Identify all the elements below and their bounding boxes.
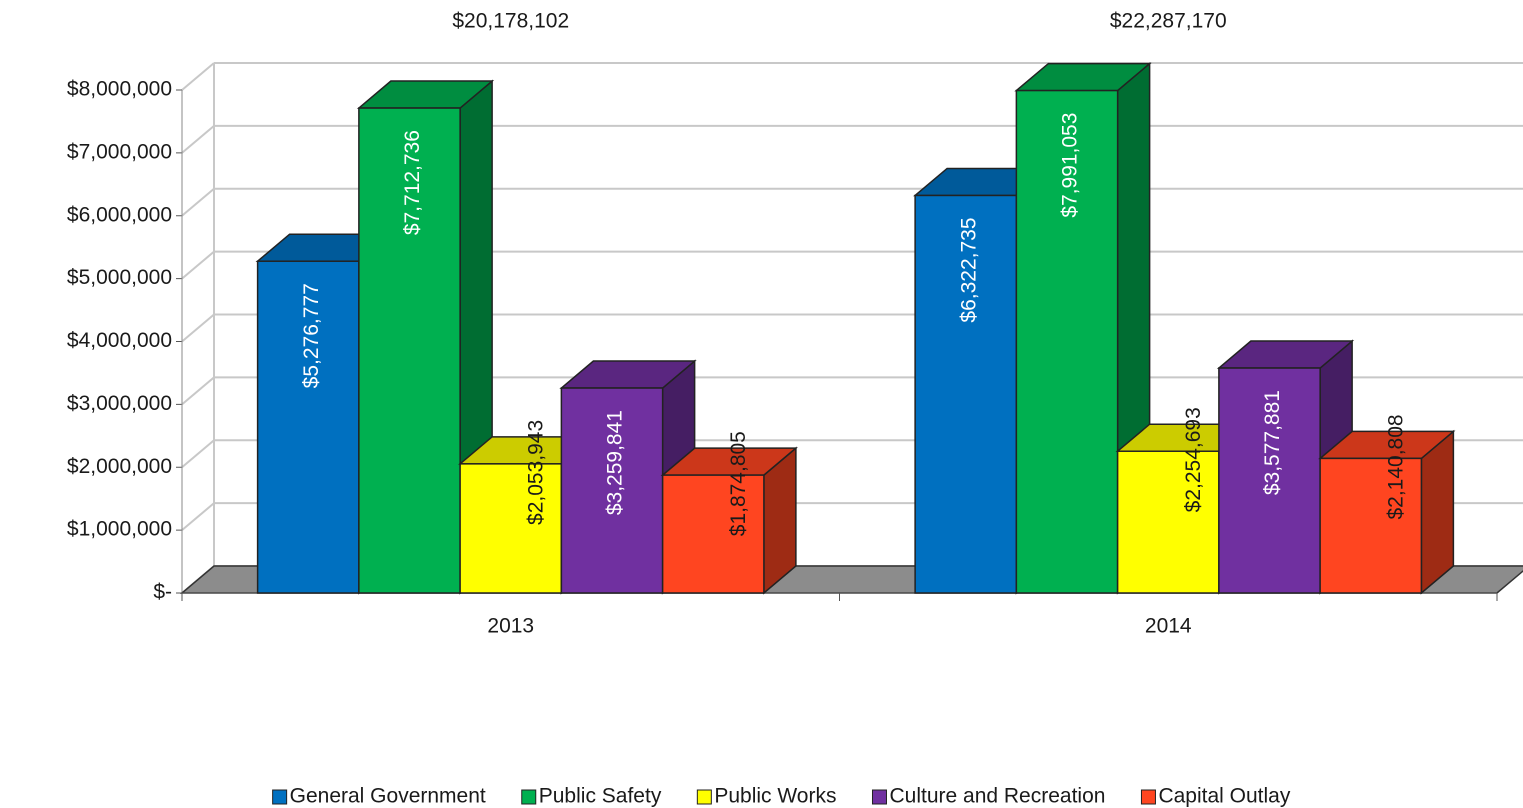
y-tick-label: $3,000,000 bbox=[67, 392, 172, 415]
value-label: $5,276,777 bbox=[300, 283, 323, 388]
bar bbox=[1318, 429, 1456, 595]
bar-front bbox=[1319, 457, 1423, 594]
side-grid-line bbox=[181, 125, 215, 154]
side-grid-line bbox=[181, 439, 215, 469]
y-tick-label: $5,000,000 bbox=[67, 266, 172, 289]
bar bbox=[660, 446, 798, 595]
legend-label: Public Safety bbox=[539, 785, 662, 808]
legend-swatch bbox=[272, 789, 288, 805]
side-grid-line bbox=[181, 187, 215, 217]
bar-front bbox=[661, 474, 765, 594]
legend-label: Public Works bbox=[714, 785, 836, 808]
legend-label: Capital Outlay bbox=[1158, 785, 1290, 808]
side-grid-line bbox=[181, 376, 215, 406]
y-tick-label: $- bbox=[153, 581, 172, 604]
y-tick-label: $4,000,000 bbox=[67, 329, 172, 352]
y-tick-label: $2,000,000 bbox=[67, 455, 172, 478]
value-label: $1,874,805 bbox=[727, 431, 750, 536]
value-label: $2,140,808 bbox=[1384, 414, 1407, 519]
bar-front bbox=[914, 194, 1018, 594]
legend-label: General Government bbox=[290, 785, 486, 808]
bar-front bbox=[560, 387, 664, 594]
value-label: $7,712,736 bbox=[401, 130, 424, 235]
value-label: $7,991,053 bbox=[1059, 113, 1082, 218]
legend-swatch bbox=[1140, 789, 1156, 805]
y-tick-label: $8,000,000 bbox=[67, 78, 172, 101]
bar-front bbox=[1218, 367, 1321, 594]
total-label: $22,287,170 bbox=[1110, 10, 1227, 33]
side-grid-line bbox=[181, 502, 215, 531]
x-tick-label: 2013 bbox=[487, 615, 534, 638]
bar-front bbox=[1015, 89, 1119, 594]
bar-front bbox=[256, 260, 360, 594]
value-label: $2,053,943 bbox=[524, 420, 547, 525]
value-label: $3,577,881 bbox=[1261, 390, 1284, 495]
legend-swatch bbox=[696, 789, 712, 805]
bar-front bbox=[358, 107, 461, 594]
bar-front bbox=[1116, 450, 1220, 594]
bar-side bbox=[1420, 429, 1455, 595]
legend-label: Culture and Recreation bbox=[889, 785, 1105, 808]
value-label: $3,259,841 bbox=[604, 410, 627, 515]
legend-swatch bbox=[521, 789, 537, 805]
bar-front bbox=[459, 463, 563, 594]
y-tick-label: $7,000,000 bbox=[67, 140, 172, 163]
total-label: $20,178,102 bbox=[452, 10, 569, 33]
side-grid-line bbox=[181, 313, 215, 343]
side-grid-line bbox=[181, 250, 215, 280]
value-label: $6,322,735 bbox=[957, 217, 980, 322]
value-label: $2,254,693 bbox=[1182, 407, 1205, 512]
y-tick-label: $6,000,000 bbox=[67, 203, 172, 226]
legend: General Government Public Safety Public Wo… bbox=[272, 785, 1291, 808]
side-grid-line bbox=[181, 62, 215, 91]
y-tick-label: $1,000,000 bbox=[67, 518, 172, 541]
x-tick-label: 2014 bbox=[1145, 615, 1192, 638]
legend-swatch bbox=[871, 789, 887, 805]
bar bbox=[356, 79, 495, 595]
